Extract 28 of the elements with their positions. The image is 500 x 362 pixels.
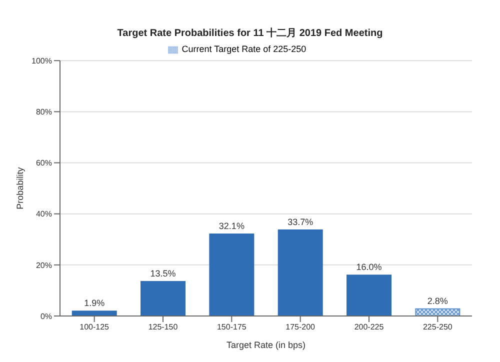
legend-label: Current Target Rate of 225-250 bbox=[182, 44, 306, 54]
bar bbox=[72, 310, 117, 316]
bar bbox=[209, 234, 254, 316]
bar bbox=[415, 308, 460, 316]
x-tick-label: 225-250 bbox=[422, 322, 453, 332]
chart-title: Target Rate Probabilities for 11 十二月 2019 Fed Meeting bbox=[116, 26, 384, 40]
data-label: 13.5% bbox=[150, 268, 176, 279]
x-tick-label: 125-150 bbox=[148, 322, 178, 332]
y-tick-label: 0% bbox=[40, 312, 52, 321]
y-tick-label: 80% bbox=[36, 108, 52, 117]
x-tick-label: 200-225 bbox=[354, 322, 384, 332]
data-label: 2.8% bbox=[427, 296, 448, 306]
y-tick-label: 20% bbox=[36, 260, 52, 270]
y-axis-title: Probability bbox=[15, 166, 26, 210]
bar bbox=[346, 274, 392, 316]
x-tick-label: 100-125 bbox=[80, 322, 110, 332]
y-tick-label: 60% bbox=[36, 158, 52, 168]
x-tick-label: 150-175 bbox=[216, 322, 247, 332]
y-tick-label: 100% bbox=[32, 56, 52, 66]
data-label: 1.9% bbox=[84, 298, 105, 308]
bar bbox=[140, 281, 186, 316]
y-tick-label: 40% bbox=[36, 210, 52, 219]
data-label: 33.7% bbox=[288, 216, 314, 227]
data-label: 32.1% bbox=[218, 221, 244, 232]
x-axis-title: Target Rate (in bps) bbox=[226, 340, 306, 350]
bar bbox=[278, 229, 323, 316]
data-label: 16.0% bbox=[356, 262, 382, 272]
x-tick-label: 175-200 bbox=[286, 322, 316, 332]
